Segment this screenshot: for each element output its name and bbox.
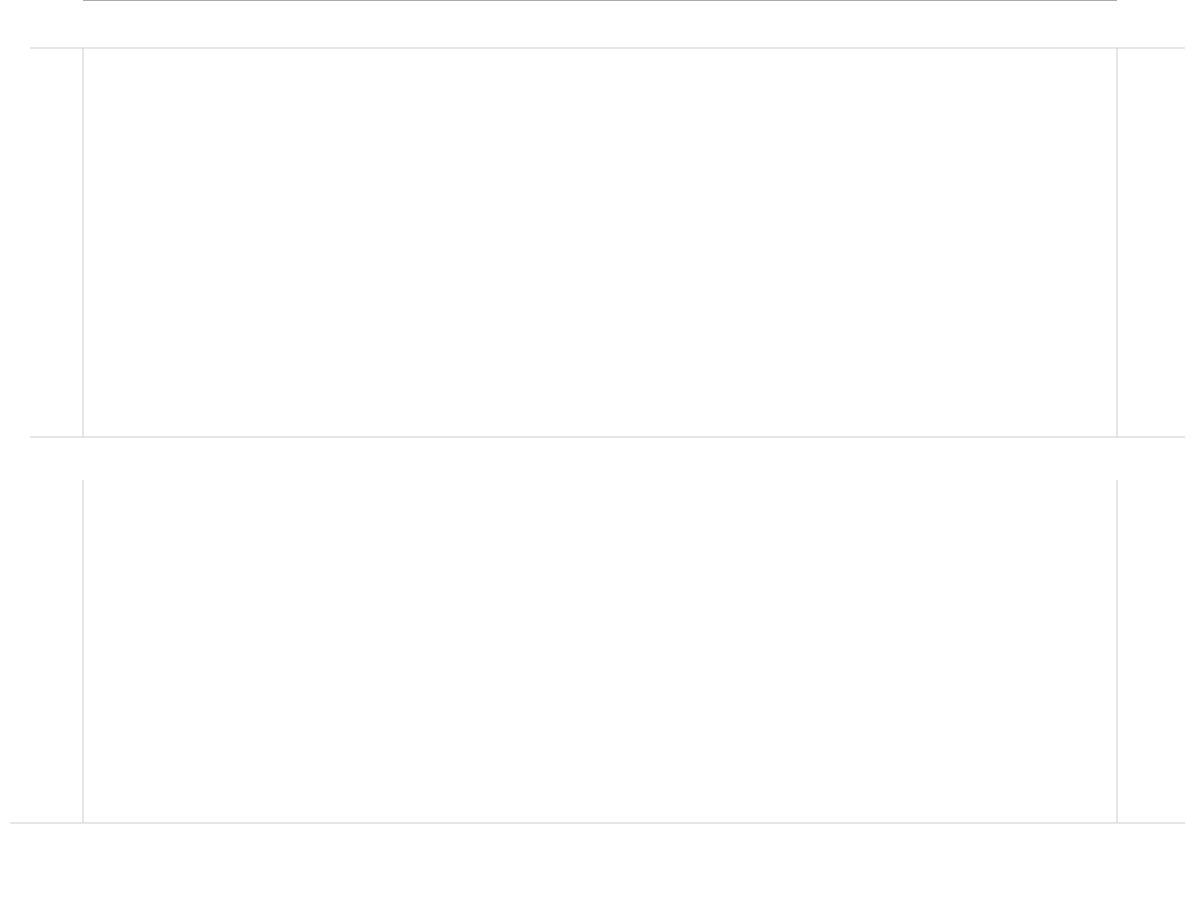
bottom-chart — [10, 0, 1185, 824]
top-chart — [30, 47, 1185, 438]
top-axes — [30, 47, 1185, 438]
